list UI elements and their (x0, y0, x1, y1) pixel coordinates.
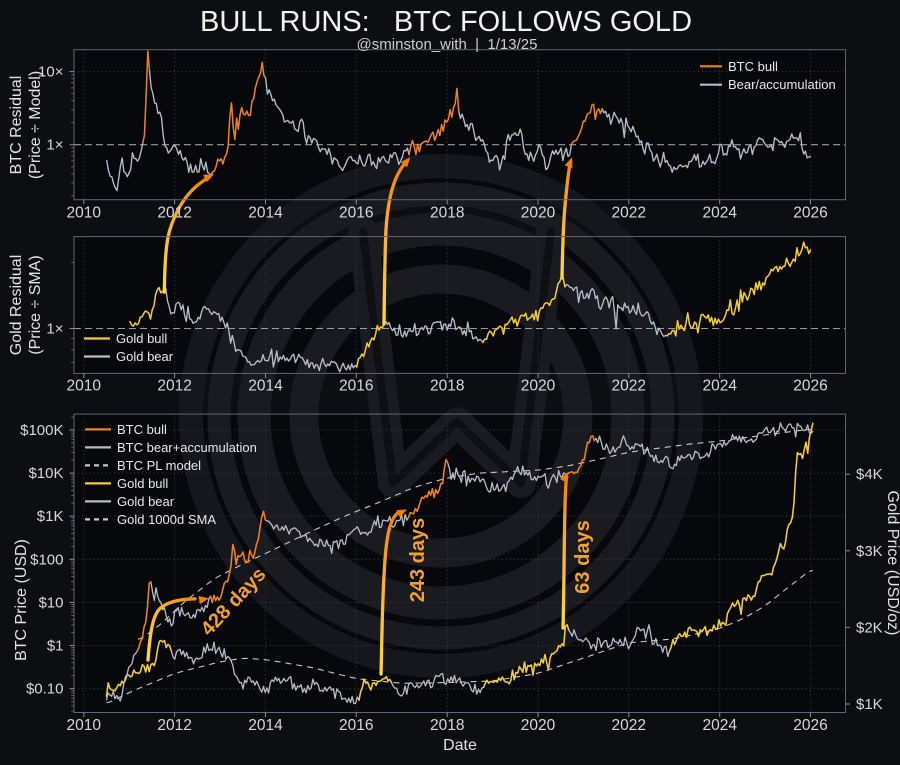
svg-text:Gold 1000d SMA: Gold 1000d SMA (117, 512, 216, 527)
svg-text:BTC Residual: BTC Residual (8, 76, 25, 175)
svg-text:$1K: $1K (37, 508, 64, 525)
svg-text:$10K: $10K (28, 465, 63, 482)
svg-text:BTC Price (USD): BTC Price (USD) (13, 539, 30, 661)
svg-text:Gold Price (USD/oz): Gold Price (USD/oz) (884, 491, 900, 636)
svg-text:BTC bull: BTC bull (728, 59, 778, 74)
svg-text:2020: 2020 (521, 205, 556, 222)
svg-text:2022: 2022 (612, 378, 646, 395)
svg-text:2010: 2010 (67, 378, 102, 395)
svg-text:Date: Date (443, 737, 477, 754)
svg-text:10×: 10× (38, 64, 63, 81)
svg-text:$4K: $4K (856, 466, 883, 483)
svg-text:2014: 2014 (248, 205, 283, 222)
svg-text:Gold bear: Gold bear (116, 349, 174, 364)
svg-text:$2K: $2K (856, 619, 883, 636)
svg-text:2024: 2024 (702, 378, 737, 395)
svg-text:BULL RUNS: BTC FOLLOWS GOLD: BULL RUNS: BTC FOLLOWS GOLD (200, 6, 692, 38)
svg-text:$1K: $1K (856, 696, 883, 713)
svg-text:@sminston_with | 1/13/25: @sminston_with | 1/13/25 (357, 36, 538, 53)
svg-text:Gold bull: Gold bull (117, 476, 168, 491)
svg-text:1×: 1× (46, 321, 63, 338)
svg-text:2012: 2012 (157, 205, 191, 222)
svg-text:2026: 2026 (793, 717, 827, 734)
svg-text:2010: 2010 (67, 717, 102, 734)
svg-text:BTC bear+accumulation: BTC bear+accumulation (117, 440, 257, 455)
svg-text:2018: 2018 (430, 205, 464, 222)
svg-text:$3K: $3K (856, 543, 883, 560)
svg-text:2020: 2020 (521, 378, 556, 395)
svg-text:BTC bull: BTC bull (117, 422, 167, 437)
svg-text:2018: 2018 (430, 378, 464, 395)
svg-text:2020: 2020 (521, 717, 556, 734)
svg-text:63 days: 63 days (572, 520, 594, 593)
svg-text:(Price ÷ SMA): (Price ÷ SMA) (27, 255, 44, 354)
svg-text:2026: 2026 (793, 378, 827, 395)
svg-text:2012: 2012 (157, 378, 191, 395)
svg-text:243 days: 243 days (407, 518, 429, 603)
svg-text:Gold bear: Gold bear (117, 494, 175, 509)
svg-text:2022: 2022 (612, 717, 646, 734)
svg-text:2014: 2014 (248, 717, 283, 734)
svg-text:2022: 2022 (612, 205, 646, 222)
svg-text:2024: 2024 (702, 717, 737, 734)
svg-text:2024: 2024 (702, 205, 737, 222)
svg-text:$100K: $100K (20, 422, 63, 439)
svg-text:2018: 2018 (430, 717, 464, 734)
svg-text:$100: $100 (30, 551, 63, 568)
svg-text:2026: 2026 (793, 205, 827, 222)
svg-text:1×: 1× (46, 137, 63, 154)
svg-text:$10: $10 (38, 594, 63, 611)
svg-text:Gold Residual: Gold Residual (8, 255, 25, 356)
svg-text:2010: 2010 (67, 205, 102, 222)
svg-text:2016: 2016 (339, 205, 373, 222)
svg-text:$0.10: $0.10 (26, 681, 64, 698)
svg-text:BTC PL model: BTC PL model (117, 458, 201, 473)
svg-text:2016: 2016 (339, 378, 373, 395)
svg-text:(Price ÷ Model): (Price ÷ Model) (27, 71, 44, 179)
svg-text:$1: $1 (47, 638, 64, 655)
svg-text:2016: 2016 (339, 717, 373, 734)
svg-text:2014: 2014 (248, 378, 283, 395)
svg-text:2012: 2012 (157, 717, 191, 734)
svg-text:Gold bull: Gold bull (116, 331, 167, 346)
svg-text:Bear/accumulation: Bear/accumulation (728, 77, 836, 92)
